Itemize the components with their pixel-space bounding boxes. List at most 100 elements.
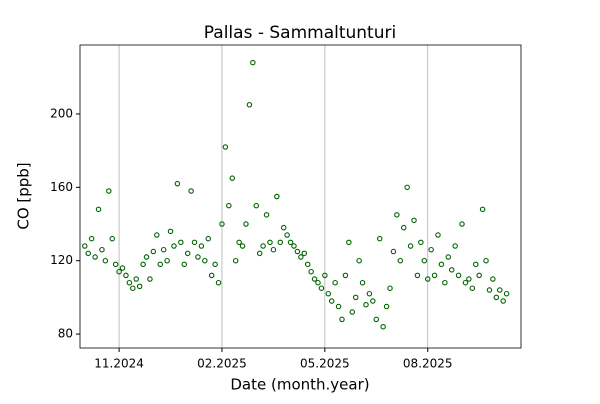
chart-title: Pallas - Sammaltunturi [204, 23, 396, 43]
point [421, 257, 428, 264]
y-tick-label: 160 [50, 180, 73, 194]
point [178, 239, 184, 246]
point [342, 272, 349, 279]
point [123, 272, 129, 279]
point [150, 248, 157, 255]
point [253, 202, 260, 209]
point [359, 279, 366, 286]
point [298, 254, 304, 260]
point [112, 261, 119, 268]
point [284, 232, 290, 238]
point [232, 257, 239, 264]
point [349, 309, 356, 315]
point [390, 248, 397, 255]
point [462, 279, 469, 286]
point [106, 188, 112, 194]
point [418, 239, 424, 246]
point [130, 285, 136, 291]
point [442, 279, 448, 286]
point [171, 243, 177, 249]
point [99, 246, 105, 253]
point [472, 261, 479, 268]
point [226, 202, 232, 209]
point [380, 323, 386, 330]
point [503, 290, 510, 297]
point [116, 268, 122, 275]
point [394, 212, 400, 218]
point [136, 283, 143, 290]
x-tick-label: 05.2025 [300, 357, 350, 371]
point [160, 246, 167, 253]
point [267, 239, 273, 246]
y-axis-label: CO [ppb] [15, 162, 33, 229]
point [356, 257, 362, 264]
point [85, 250, 91, 257]
point [270, 246, 277, 253]
point [147, 276, 153, 282]
point [373, 316, 380, 323]
point [363, 301, 369, 308]
point [431, 272, 438, 279]
point [387, 285, 393, 291]
point [198, 243, 205, 249]
y-tick-label: 80 [58, 327, 73, 341]
point [246, 102, 253, 108]
point [366, 290, 373, 297]
x-tick-label: 02.2025 [197, 357, 247, 371]
point [291, 243, 297, 249]
point [184, 250, 191, 257]
point [140, 261, 146, 268]
point [256, 250, 263, 257]
point [82, 243, 88, 249]
point [308, 268, 314, 275]
point [301, 250, 308, 257]
point [328, 298, 335, 304]
point [181, 261, 187, 268]
point [260, 243, 266, 249]
point [479, 206, 486, 213]
point [400, 224, 407, 231]
point [445, 254, 452, 260]
point [109, 235, 115, 242]
point [208, 272, 215, 279]
point [404, 184, 410, 191]
point [496, 287, 503, 293]
x-tick-label: 11.2024 [94, 357, 144, 371]
point [414, 272, 421, 279]
point [438, 261, 445, 268]
point [164, 257, 170, 264]
point [397, 257, 404, 264]
point [229, 175, 236, 181]
point [133, 276, 139, 282]
y-tick-label: 200 [50, 106, 73, 120]
point [219, 221, 225, 227]
point [167, 228, 174, 235]
point [188, 188, 194, 194]
point [239, 243, 246, 249]
point [143, 254, 150, 260]
point [205, 235, 212, 242]
point [263, 212, 270, 218]
y-tick-label: 120 [50, 253, 73, 267]
point [202, 257, 208, 264]
point [236, 239, 242, 246]
point [215, 279, 222, 286]
point [174, 180, 181, 187]
point [102, 257, 109, 264]
point [335, 303, 342, 310]
point [277, 239, 284, 246]
point [311, 276, 318, 282]
x-axis-label: Date (month.year) [230, 376, 369, 394]
point [428, 246, 434, 253]
point [88, 235, 95, 242]
point [452, 243, 458, 249]
point [339, 316, 345, 323]
point [318, 285, 325, 291]
point [500, 298, 506, 304]
x-tick-label: 08.2025 [403, 357, 453, 371]
point [370, 298, 376, 304]
point [411, 217, 417, 224]
point [322, 272, 328, 279]
point [483, 257, 489, 264]
point [476, 272, 482, 279]
